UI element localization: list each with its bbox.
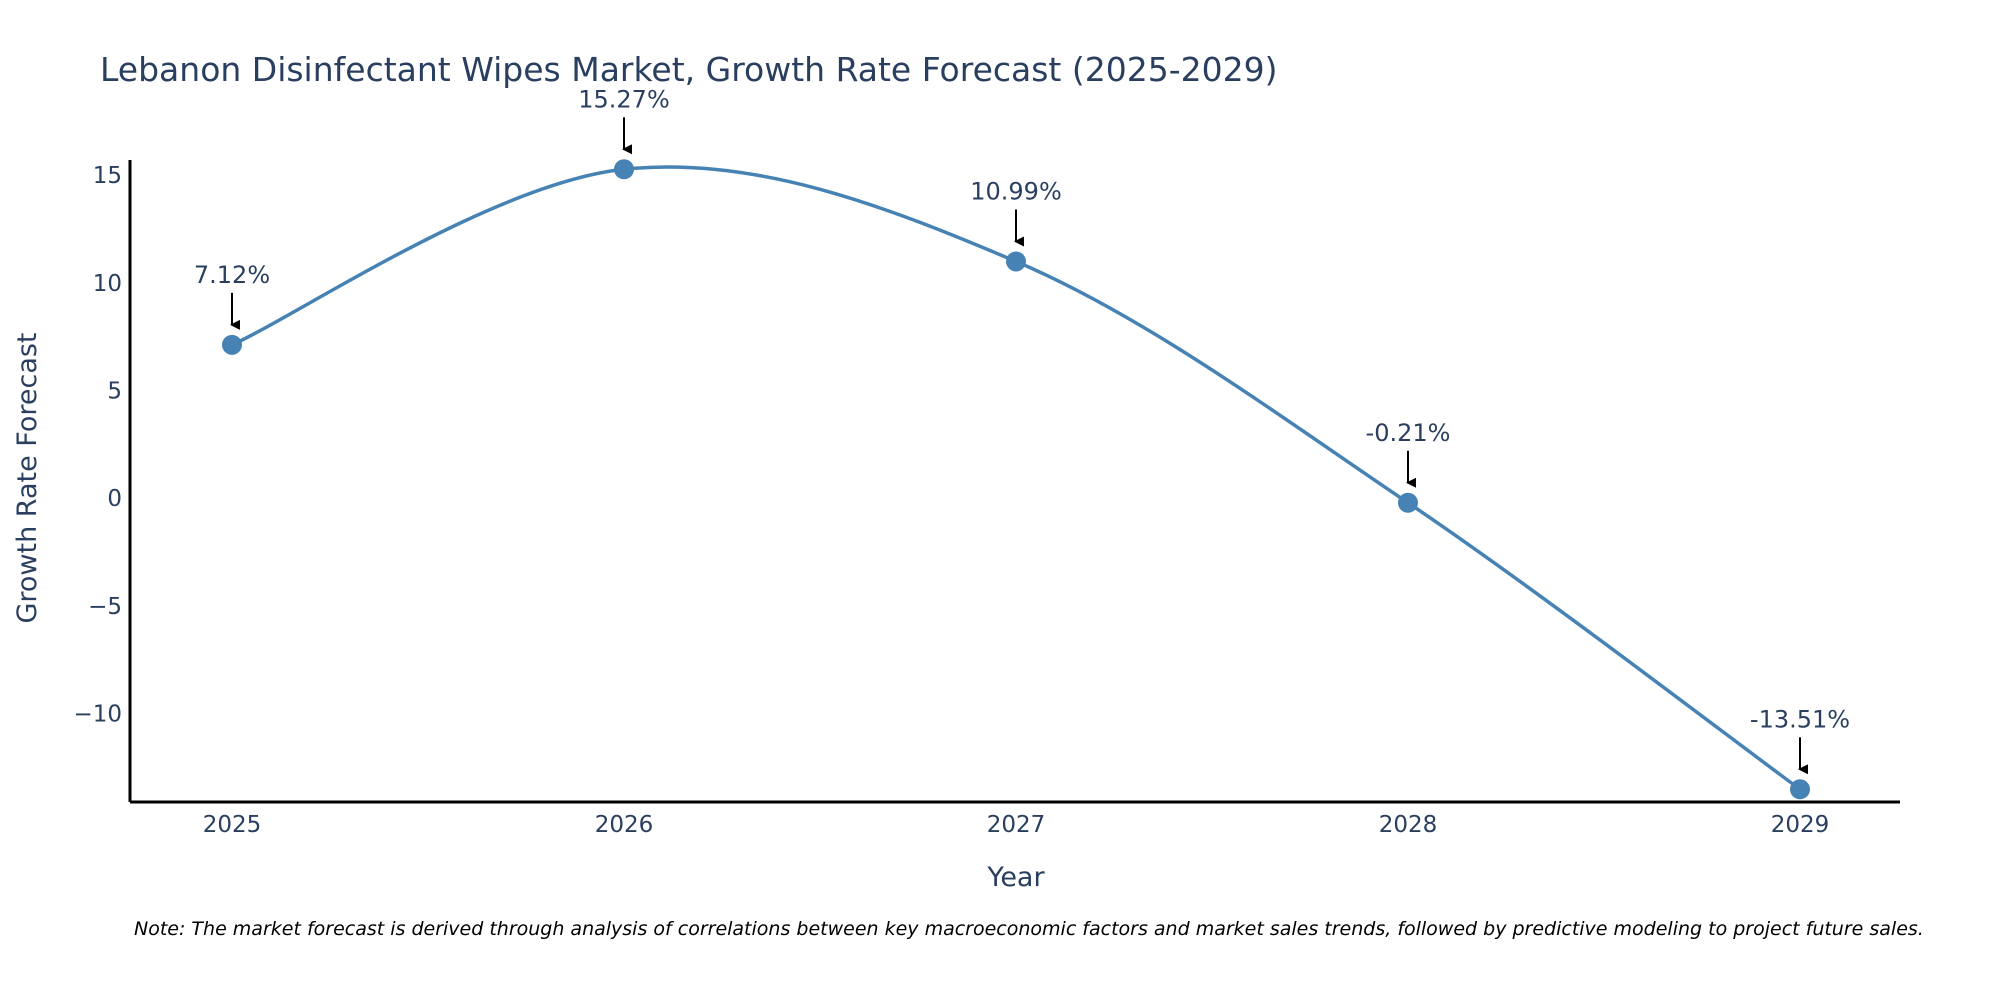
y-tick-label: 5 bbox=[107, 379, 122, 405]
y-tick-label: 0 bbox=[107, 486, 122, 512]
x-tick-label: 2028 bbox=[1379, 812, 1438, 838]
y-axis-ticks: 15 10 5 0 −5 −10 bbox=[73, 163, 122, 728]
x-tick-label: 2025 bbox=[203, 812, 262, 838]
data-point bbox=[1398, 492, 1418, 513]
data-label: 10.99% bbox=[970, 177, 1062, 205]
data-point bbox=[614, 159, 634, 180]
data-point bbox=[1006, 251, 1026, 272]
data-point bbox=[222, 334, 242, 355]
x-tick-label: 2029 bbox=[1771, 812, 1830, 838]
x-axis-title: Year bbox=[986, 862, 1045, 893]
data-label: -13.51% bbox=[1750, 705, 1850, 733]
series-markers-group bbox=[222, 159, 1810, 800]
y-tick-label: 10 bbox=[93, 271, 122, 297]
axes bbox=[128, 160, 1900, 804]
y-axis-title: Growth Rate Forecast bbox=[12, 332, 43, 623]
chart-note: Note: The market forecast is derived thr… bbox=[134, 918, 1924, 940]
y-tick-label: −5 bbox=[88, 594, 122, 620]
x-tick-label: 2026 bbox=[595, 812, 654, 838]
y-tick-label: −10 bbox=[73, 702, 122, 728]
data-label: -0.21% bbox=[1366, 419, 1451, 447]
x-tick-label: 2027 bbox=[987, 812, 1046, 838]
data-label: 7.12% bbox=[194, 261, 270, 289]
data-label: 15.27% bbox=[578, 85, 670, 113]
data-point bbox=[1790, 779, 1810, 800]
y-tick-label: 15 bbox=[93, 163, 122, 189]
data-annotations: 7.12% 15.27% 10.99% -0.21% -13.51% bbox=[194, 85, 1850, 775]
x-axis-ticks: 2025 2026 2027 2028 2029 bbox=[203, 812, 1830, 838]
chart-title: Lebanon Disinfectant Wipes Market, Growt… bbox=[100, 50, 1277, 89]
